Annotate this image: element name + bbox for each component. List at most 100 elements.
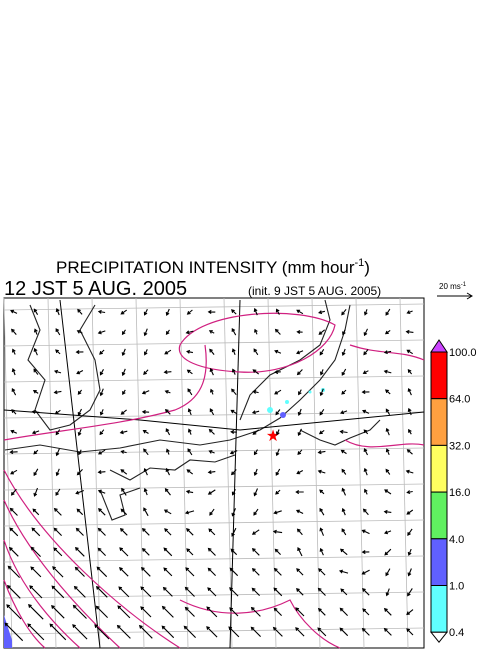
wind-arrow: [339, 410, 348, 415]
wind-arrow: [385, 408, 391, 415]
wind-arrow: [231, 327, 237, 336]
wind-arrow: [297, 449, 303, 455]
colorbar-box: [430, 491, 448, 540]
grid-line: [3, 555, 425, 563]
wind-arrow: [319, 527, 325, 536]
location-star: ★: [266, 428, 280, 445]
wind-arrow: [229, 587, 239, 597]
wind-arrow: [253, 348, 259, 356]
wind-arrow: [341, 348, 346, 356]
wind-arrow: [33, 308, 39, 315]
wind-arrow: [209, 508, 215, 516]
grid-line: [3, 483, 425, 491]
wind-arrow: [318, 568, 326, 576]
wind-arrow: [51, 605, 65, 619]
wind-arrow: [141, 527, 150, 536]
wind-arrow: [76, 508, 84, 516]
wind-arrow: [31, 409, 40, 414]
wind-arrow: [341, 468, 347, 475]
wind-arrow: [341, 368, 347, 376]
wind-arrow: [119, 547, 129, 557]
wind-arrow: [95, 605, 108, 618]
wind-arrow: [406, 509, 414, 515]
wind-arrow: [99, 409, 104, 416]
wind-arrow: [319, 369, 324, 376]
wind-arrow: [10, 429, 18, 434]
wind-arrow: [72, 604, 87, 619]
wind-arrow: [407, 407, 412, 416]
wind-arrow: [362, 608, 370, 616]
wind-arrow: [207, 309, 216, 314]
wind-arrow: [408, 428, 412, 435]
wind-arrow: [143, 507, 149, 517]
wind-arrow: [121, 368, 126, 377]
wind-arrow: [230, 429, 237, 434]
grid-line: [3, 411, 425, 419]
wind-arrow: [319, 507, 325, 516]
grid-line: [3, 519, 425, 527]
wind-arrow: [119, 430, 128, 435]
wind-arrow: [319, 408, 325, 416]
wind-arrow: [229, 450, 238, 455]
wind-arrow: [164, 408, 171, 415]
wind-arrow: [209, 348, 215, 355]
wind-arrow: [97, 489, 106, 494]
wind-arrow: [120, 309, 128, 315]
wind-arrow: [97, 527, 106, 536]
colorbar-box: [430, 585, 448, 633]
wind-arrow: [383, 509, 392, 514]
wind-arrow: [138, 624, 153, 639]
wind-arrow: [385, 468, 391, 475]
wind-arrow: [120, 409, 127, 415]
wind-arrow: [207, 567, 216, 576]
wind-scale-text: 20 ms: [439, 282, 461, 291]
wind-arrow: [30, 546, 41, 557]
wind-arrow: [295, 607, 305, 617]
colorbar-cap: [429, 631, 449, 644]
wind-arrow: [407, 528, 413, 537]
wind-arrow: [165, 308, 170, 316]
wind-arrow: [209, 408, 215, 416]
wind-arrow: [383, 350, 392, 355]
wind-arrow: [10, 488, 17, 496]
wind-arrow: [120, 508, 128, 516]
wind-arrow: [252, 389, 259, 394]
wind-arrow: [297, 547, 303, 557]
wind-arrow: [273, 567, 282, 576]
wind-arrow: [77, 308, 83, 315]
wind-arrow: [141, 409, 150, 414]
wind-arrow: [163, 567, 173, 577]
wind-arrow: [275, 409, 281, 416]
wind-arrow: [275, 448, 280, 457]
wind-arrow: [317, 627, 327, 637]
colorbar: 100.0 64.0 32.0 16.0 4.0 1.0 0.4: [429, 339, 477, 644]
wind-arrow: [143, 349, 148, 356]
wind-arrow: [296, 309, 304, 315]
wind-arrow: [55, 468, 60, 477]
wind-arrow: [385, 427, 390, 436]
wind-arrow: [32, 508, 40, 516]
wind-arrow: [253, 307, 258, 316]
wind-arrow: [72, 624, 88, 640]
wind-arrow: [296, 588, 304, 596]
wind-arrow: [143, 448, 149, 456]
lat-lon-grid: [3, 297, 425, 649]
wind-arrow: [274, 349, 282, 354]
wind-arrow: [55, 349, 61, 355]
wind-arrow: [161, 625, 175, 639]
colorbar-label: 32.0: [449, 440, 470, 452]
wind-arrow: [364, 488, 368, 495]
wind-arrow: [339, 429, 348, 434]
wind-arrow: [120, 469, 128, 475]
colorbar-box: [430, 398, 448, 446]
grid-line: [135, 297, 145, 649]
wind-arrow: [317, 587, 326, 596]
wind-arrow: [406, 490, 413, 495]
wind-arrow: [163, 547, 173, 557]
title-text: PRECIPITATION INTENSITY (mm hour: [56, 258, 355, 277]
wind-arrow: [317, 469, 326, 474]
wind-scale-exponent: -1: [461, 282, 467, 288]
title-close: ): [364, 258, 370, 277]
wind-arrow: [95, 585, 108, 598]
wind-arrow: [33, 328, 38, 335]
